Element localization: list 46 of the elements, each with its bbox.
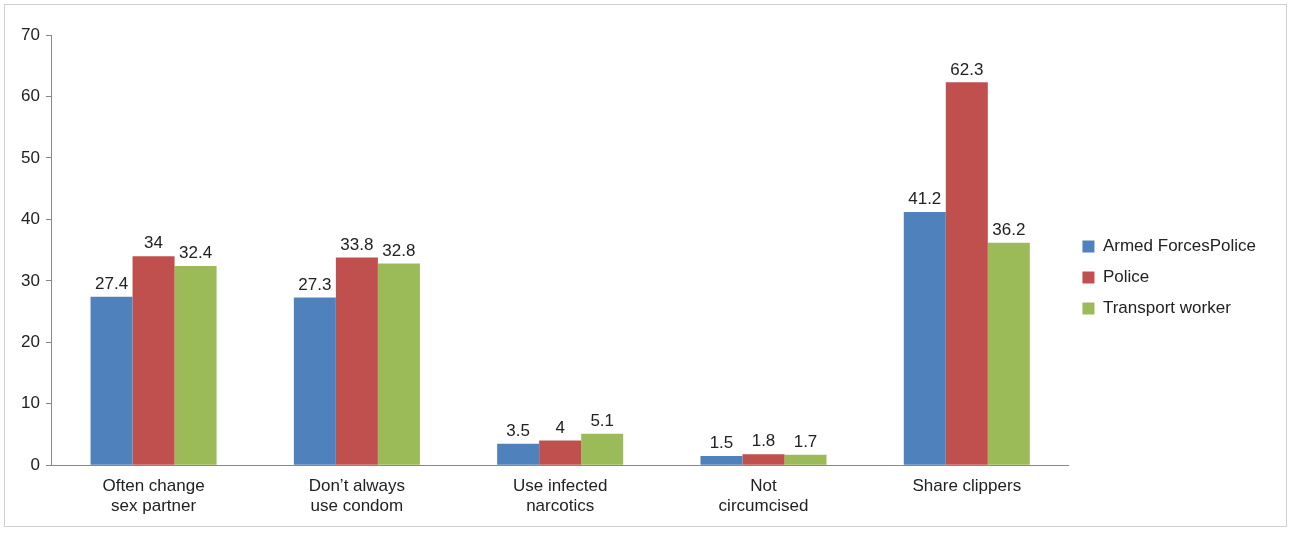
bar [742,454,785,465]
x-tick-label: Use infected narcotics [512,476,608,516]
bar [784,454,827,465]
data-label: 1.8 [751,431,776,451]
data-label: 32.8 [382,240,416,260]
bar [539,440,582,465]
bar [174,266,217,465]
data-label: 27.4 [95,273,129,293]
bar [903,212,946,465]
data-label: 41.2 [908,189,942,209]
bar [90,296,133,465]
data-label: 1.5 [709,433,734,453]
bar [293,297,336,465]
y-tick-label: 50 [20,147,40,167]
bar [497,443,540,465]
y-tick-label: 30 [20,270,40,290]
legend-label: Police [1102,267,1150,287]
bar [945,82,988,465]
x-tick-label: Share clippers [912,476,1022,496]
y-tick-label: 0 [30,454,40,474]
data-label: 27.3 [298,274,332,294]
bar [335,257,378,465]
data-label: 36.2 [992,219,1026,239]
y-tick-label: 70 [20,24,40,44]
bar [987,242,1030,465]
x-tick-label: Often change sex partner [102,476,205,516]
y-tick-label: 60 [20,86,40,106]
x-tick-label: Don’t always use condom [308,476,406,516]
legend-label: Armed ForcesPolice [1102,236,1257,256]
bar [700,455,743,465]
data-label: 5.1 [590,411,615,431]
data-label: 33.8 [340,234,374,254]
data-label: 32.4 [179,243,213,263]
data-label: 3.5 [506,420,530,440]
data-label: 62.3 [950,59,984,79]
data-label: 4 [555,417,565,437]
x-tick-label: Not circumcised [718,476,809,516]
legend-label: Transport worker [1102,298,1232,318]
data-label: 1.7 [793,431,818,451]
y-tick-label: 10 [20,393,40,413]
bar [377,263,420,465]
y-tick-label: 40 [20,209,40,229]
bar [581,433,624,465]
bar [132,256,175,465]
y-tick-label: 20 [20,331,40,351]
data-label: 34 [144,233,164,253]
